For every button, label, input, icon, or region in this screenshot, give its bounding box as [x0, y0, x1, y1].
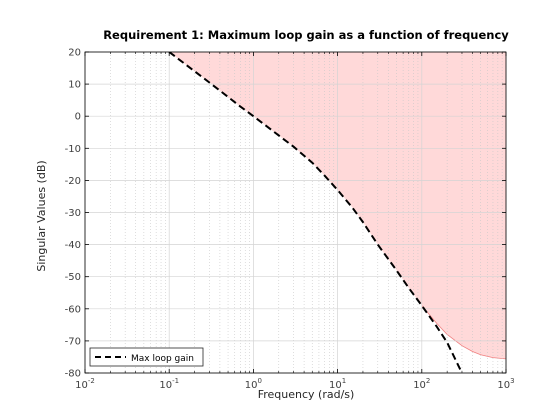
x-tick-label: 10-2: [75, 377, 95, 391]
y-tick-label: -60: [65, 304, 81, 315]
y-tick-label: 0: [75, 112, 81, 123]
series-line-max-loop-gain: [168, 52, 463, 373]
y-tick-label: -70: [65, 336, 81, 347]
legend-box: [89, 347, 204, 367]
y-tick-label: 20: [68, 48, 81, 59]
shaded-region-boundary: [421, 305, 507, 360]
y-tick-label: 10: [68, 80, 81, 91]
x-tick-label: 101: [329, 377, 346, 391]
x-tick-label: 103: [497, 377, 514, 391]
y-tick-label: -10: [65, 144, 81, 155]
series-layer: [168, 52, 463, 373]
tick-labels-layer: 10-2 10-1 100 101 102 10320100-10-20-30-40-50…: [65, 48, 515, 392]
x-tick-label: 102: [413, 377, 430, 391]
legend: Max loop gain: [89, 347, 204, 367]
y-tick-label: -30: [65, 208, 81, 219]
y-tick-label: -20: [65, 176, 81, 187]
x-tick-label: 10-1: [159, 377, 179, 391]
legend-entry-label: Max loop gain: [131, 354, 194, 364]
y-tick-label: -80: [65, 369, 81, 380]
chart-title: Requirement 1: Maximum loop gain as a fu…: [103, 28, 509, 42]
axes-layer: [84, 51, 507, 374]
y-tick-label: -40: [65, 240, 81, 251]
y-axis-label: Singular Values (dB): [35, 160, 48, 271]
x-axis-label: Frequency (rad/s): [258, 388, 355, 401]
x-tick-label: 100: [245, 377, 262, 391]
y-tick-label: -50: [65, 272, 81, 283]
